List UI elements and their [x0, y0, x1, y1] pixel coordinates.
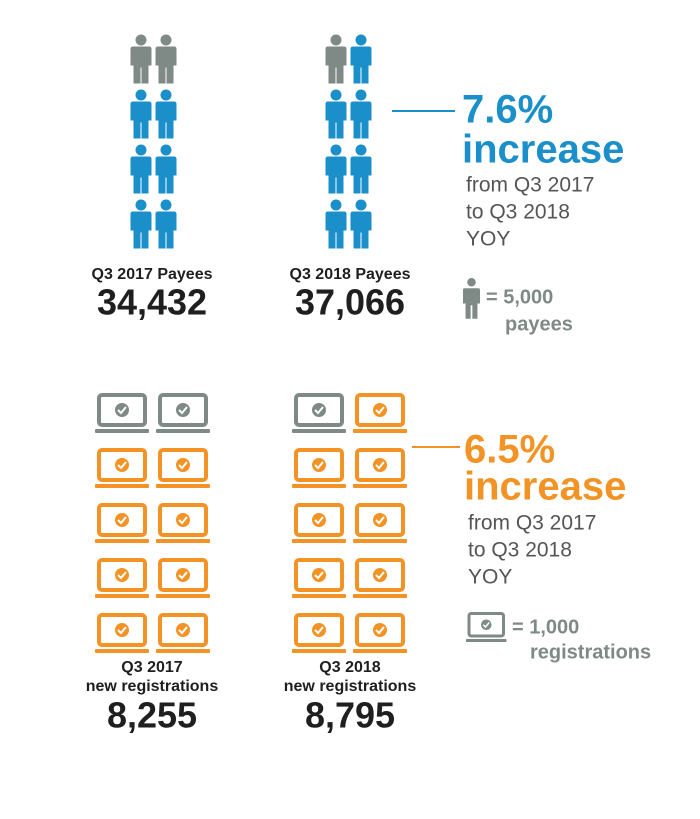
value: 8,795 [305, 695, 395, 736]
laptop-icon [351, 503, 409, 545]
legend-unit: = 5,000 [486, 286, 553, 308]
note: from Q3 2017 [466, 174, 594, 197]
percent: 7.6% [462, 88, 553, 132]
person-icon [350, 199, 372, 249]
label: Q3 2018 [319, 659, 380, 676]
value: 8,255 [107, 695, 197, 736]
label: new registrations [86, 678, 219, 695]
percent: 6.5% [464, 428, 555, 472]
note: to Q3 2018 [466, 201, 570, 224]
note: from Q3 2017 [468, 512, 596, 535]
laptop-icon [93, 558, 151, 600]
legend-noun: payees [505, 313, 573, 335]
note: YOY [468, 566, 512, 589]
laptop-icon [290, 558, 348, 600]
laptop-icon [290, 613, 348, 655]
laptop-icon [93, 613, 151, 655]
laptop-icon [93, 448, 151, 490]
value: 34,432 [97, 282, 207, 323]
laptop-icon [351, 558, 409, 600]
laptop-icon [351, 393, 409, 435]
laptop-icon [93, 393, 151, 435]
person-icon [155, 34, 177, 84]
laptop-icon [154, 558, 212, 600]
laptop-icon [351, 613, 409, 655]
person-icon [325, 199, 347, 249]
laptop-icon [290, 503, 348, 545]
legend-unit: = 1,000 [512, 616, 579, 638]
person-icon [350, 144, 372, 194]
change-word: increase [462, 128, 624, 172]
person-icon [325, 34, 347, 84]
laptop-icon [154, 393, 212, 435]
label: Q3 2017 Payees [92, 266, 213, 283]
person-icon [155, 144, 177, 194]
label: new registrations [284, 678, 417, 695]
person-icon [350, 89, 372, 139]
person-icon [325, 144, 347, 194]
note: YOY [466, 228, 510, 251]
note: to Q3 2018 [468, 539, 572, 562]
legend-noun: registrations [530, 641, 651, 663]
person-icon [130, 34, 152, 84]
person-icon [155, 89, 177, 139]
label: Q3 2018 Payees [290, 266, 411, 283]
icon-layer [93, 34, 409, 655]
person-icon [130, 89, 152, 139]
person-icon [130, 144, 152, 194]
laptop-icon [154, 448, 212, 490]
laptop-icon [93, 503, 151, 545]
laptop-icon [154, 613, 212, 655]
change-word: increase [464, 465, 626, 509]
label: Q3 2017 [121, 659, 182, 676]
value: 37,066 [295, 282, 405, 323]
laptop-icon [154, 503, 212, 545]
person-icon [155, 199, 177, 249]
legend-icon [463, 278, 480, 319]
person-icon [130, 199, 152, 249]
person-icon [350, 34, 372, 84]
legend-icon [464, 612, 508, 644]
laptop-icon [290, 393, 348, 435]
laptop-icon [351, 448, 409, 490]
person-icon [325, 89, 347, 139]
laptop-icon [290, 448, 348, 490]
